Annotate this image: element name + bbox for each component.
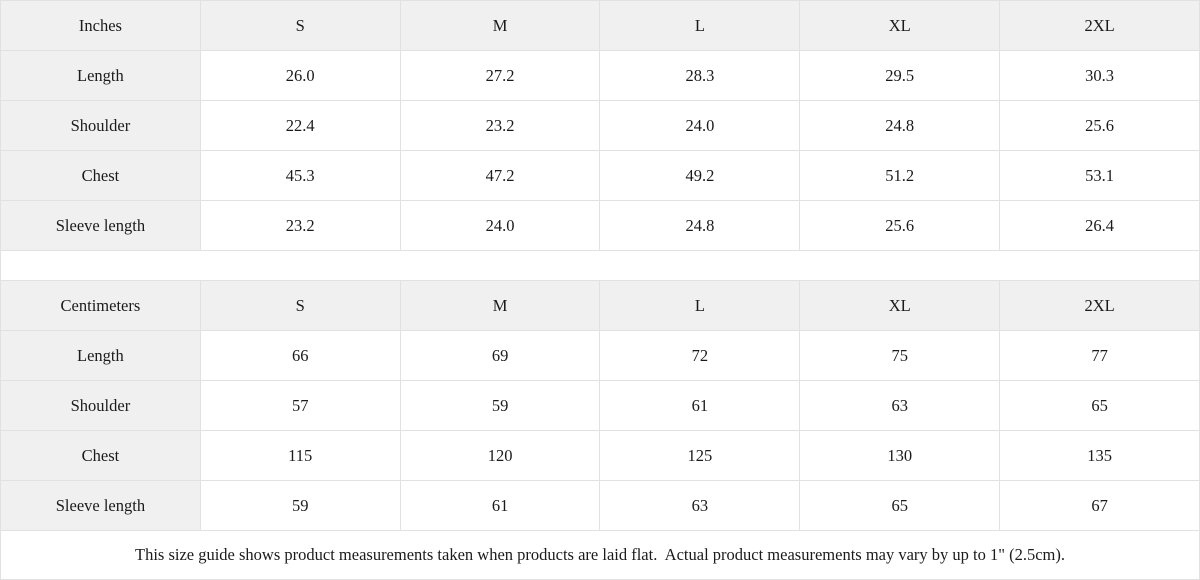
inches-table: Inches S M L XL 2XL Length 26.0 27.2 28.… [0, 0, 1200, 251]
measurement-value-cell: 130 [799, 430, 1001, 481]
measurement-row-label: Shoulder [0, 380, 201, 431]
measurement-row-label: Shoulder [0, 100, 201, 151]
measurement-value-cell: 72 [599, 330, 801, 381]
measurement-value-cell: 65 [999, 380, 1200, 431]
measurement-value-cell: 23.2 [399, 100, 601, 151]
measurement-value-cell: 24.8 [599, 200, 801, 251]
measurement-value-cell: 125 [599, 430, 801, 481]
measurement-row-label: Sleeve length [0, 200, 201, 251]
measurement-value-cell: 135 [999, 430, 1200, 481]
size-header-cell: XL [799, 280, 1001, 331]
centimeters-header-row: Centimeters S M L XL 2XL [0, 280, 1200, 331]
table-row: Chest 45.3 47.2 49.2 51.2 53.1 [0, 150, 1200, 201]
size-header-cell: 2XL [999, 0, 1200, 51]
centimeters-table: Centimeters S M L XL 2XL Length 66 69 72… [0, 280, 1200, 531]
measurement-value-cell: 115 [199, 430, 401, 481]
table-row: Shoulder 22.4 23.2 24.0 24.8 25.6 [0, 100, 1200, 151]
measurement-value-cell: 59 [199, 480, 401, 531]
measurement-value-cell: 30.3 [999, 50, 1200, 101]
size-header-cell: S [199, 280, 401, 331]
measurement-value-cell: 69 [399, 330, 601, 381]
measurement-value-cell: 26.0 [199, 50, 401, 101]
measurement-value-cell: 24.8 [799, 100, 1001, 151]
measurement-value-cell: 28.3 [599, 50, 801, 101]
measurement-value-cell: 27.2 [399, 50, 601, 101]
measurement-row-label: Length [0, 50, 201, 101]
measurement-value-cell: 47.2 [399, 150, 601, 201]
measurement-value-cell: 25.6 [799, 200, 1001, 251]
size-guide-note: This size guide shows product measuremen… [0, 531, 1200, 580]
size-header-cell: 2XL [999, 280, 1200, 331]
measurement-value-cell: 63 [599, 480, 801, 531]
table-row: Shoulder 57 59 61 63 65 [0, 380, 1200, 431]
unit-label-cell: Centimeters [0, 280, 201, 331]
size-header-cell: M [399, 280, 601, 331]
size-header-cell: L [599, 0, 801, 51]
table-row: Length 66 69 72 75 77 [0, 330, 1200, 381]
measurement-value-cell: 53.1 [999, 150, 1200, 201]
measurement-value-cell: 24.0 [399, 200, 601, 251]
size-header-cell: XL [799, 0, 1001, 51]
size-header-cell: M [399, 0, 601, 51]
measurement-value-cell: 25.6 [999, 100, 1200, 151]
measurement-value-cell: 120 [399, 430, 601, 481]
measurement-value-cell: 45.3 [199, 150, 401, 201]
measurement-value-cell: 51.2 [799, 150, 1001, 201]
measurement-value-cell: 67 [999, 480, 1200, 531]
measurement-value-cell: 22.4 [199, 100, 401, 151]
measurement-value-cell: 63 [799, 380, 1001, 431]
measurement-value-cell: 59 [399, 380, 601, 431]
inches-header-row: Inches S M L XL 2XL [0, 0, 1200, 51]
measurement-value-cell: 65 [799, 480, 1001, 531]
measurement-value-cell: 61 [599, 380, 801, 431]
measurement-row-label: Chest [0, 150, 201, 201]
size-header-cell: L [599, 280, 801, 331]
table-row: Chest 115 120 125 130 135 [0, 430, 1200, 481]
measurement-value-cell: 61 [399, 480, 601, 531]
measurement-value-cell: 49.2 [599, 150, 801, 201]
measurement-value-cell: 29.5 [799, 50, 1001, 101]
unit-label-cell: Inches [0, 0, 201, 51]
measurement-row-label: Chest [0, 430, 201, 481]
measurement-value-cell: 23.2 [199, 200, 401, 251]
measurement-value-cell: 75 [799, 330, 1001, 381]
table-gap-spacer [0, 251, 1200, 280]
measurement-value-cell: 66 [199, 330, 401, 381]
table-row: Length 26.0 27.2 28.3 29.5 30.3 [0, 50, 1200, 101]
measurement-value-cell: 77 [999, 330, 1200, 381]
measurement-value-cell: 24.0 [599, 100, 801, 151]
size-header-cell: S [199, 0, 401, 51]
measurement-value-cell: 57 [199, 380, 401, 431]
measurement-row-label: Length [0, 330, 201, 381]
table-row: Sleeve length 23.2 24.0 24.8 25.6 26.4 [0, 200, 1200, 251]
measurement-value-cell: 26.4 [999, 200, 1200, 251]
table-row: Sleeve length 59 61 63 65 67 [0, 480, 1200, 531]
measurement-row-label: Sleeve length [0, 480, 201, 531]
